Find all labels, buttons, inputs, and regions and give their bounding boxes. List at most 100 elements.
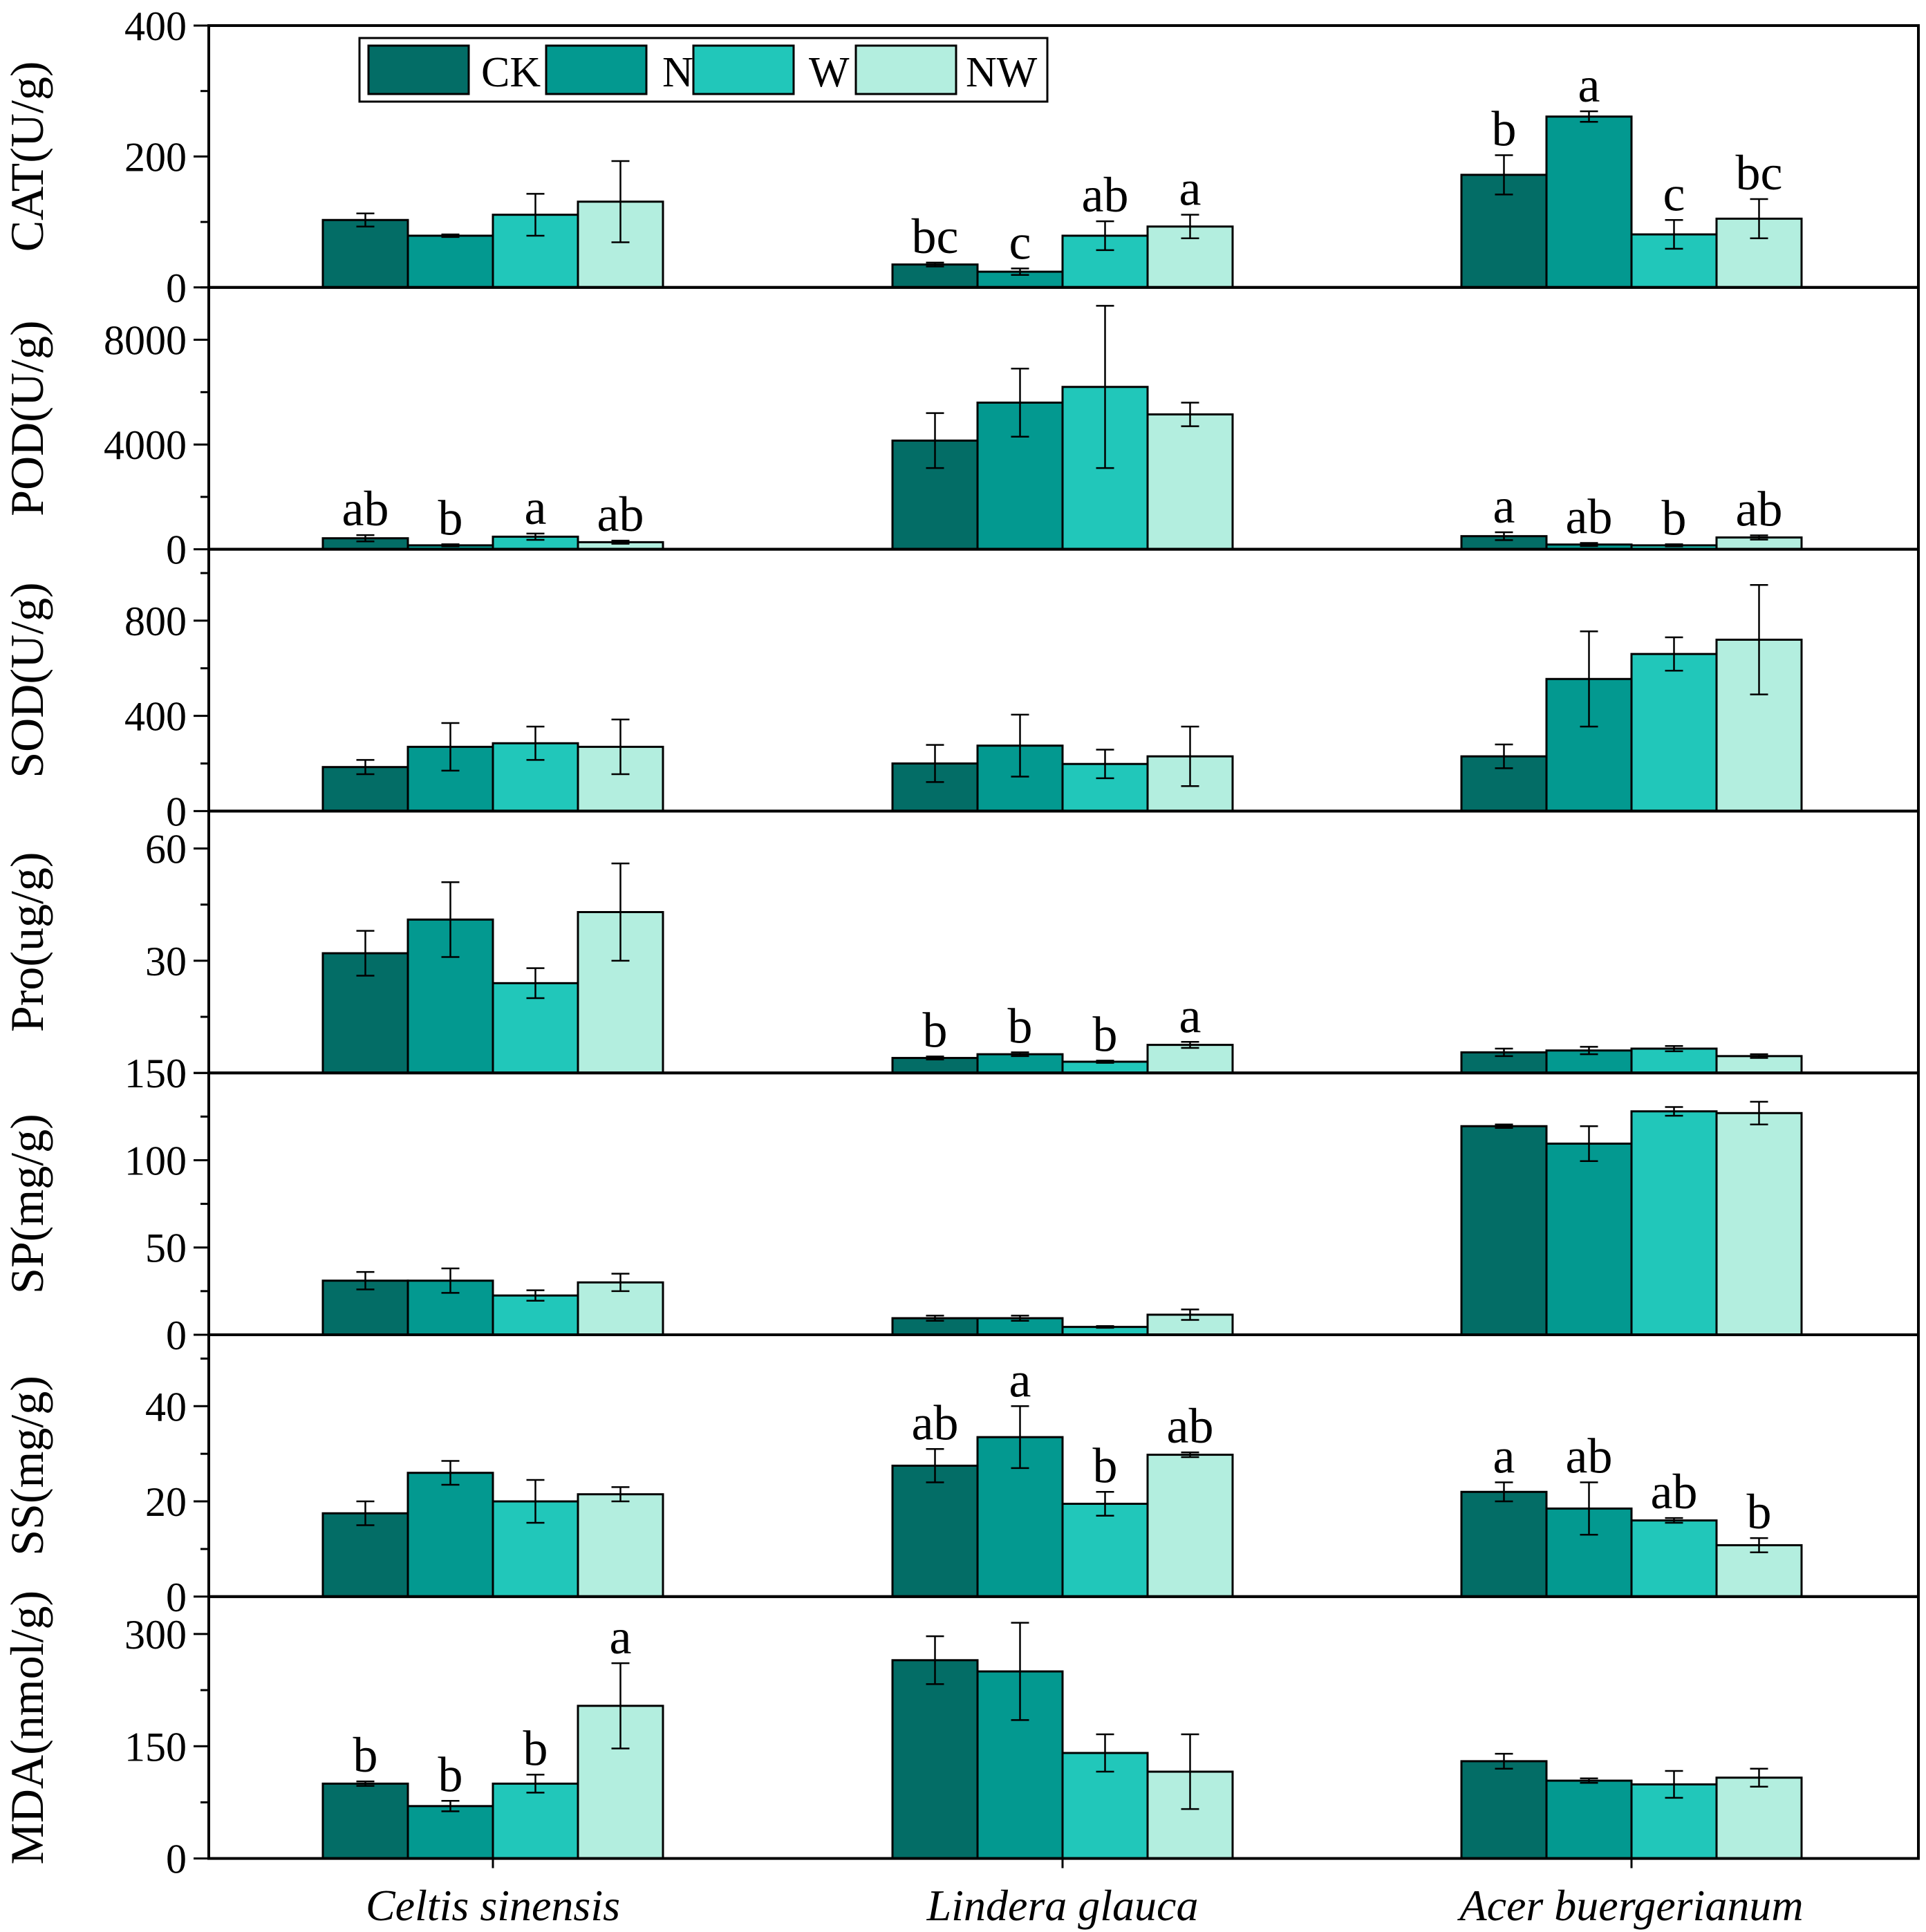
significance-letter: a — [1009, 1352, 1031, 1407]
significance-letter: a — [1578, 57, 1600, 113]
error-bar — [1495, 154, 1513, 196]
significance-letter: b — [1492, 102, 1517, 157]
bar-Pro(ug/g)-NW-1 — [1146, 1044, 1234, 1074]
error-bar — [611, 539, 630, 545]
error-bar — [1181, 1041, 1199, 1049]
legend-label-NW: NW — [966, 49, 1038, 96]
bar-SS(mg/g)-W-2 — [1630, 1519, 1718, 1598]
bar-POD(U/g)-NW-1 — [1146, 413, 1234, 551]
significance-letter: ab — [1566, 489, 1613, 545]
y-tick-label: 4000 — [104, 422, 187, 468]
significance-letter: ab — [912, 1395, 959, 1450]
y-tick-label: 0 — [166, 1837, 187, 1882]
y-tick-label: 40 — [145, 1384, 187, 1429]
error-bar — [1096, 220, 1114, 252]
bar-SS(mg/g)-CK-2 — [1460, 1490, 1548, 1598]
y-tick-label: 0 — [166, 527, 187, 573]
bar-MDA(nmol/g)-W-0 — [492, 1782, 579, 1860]
significance-letter: c — [1663, 166, 1685, 221]
error-bar — [1665, 219, 1683, 250]
error-bar — [1580, 1481, 1598, 1536]
legend-swatch-NW — [854, 44, 957, 95]
significance-letter: ab — [597, 487, 644, 542]
error-bar — [441, 881, 460, 958]
y-axis-label: SP(mg/g) — [1, 1114, 53, 1294]
error-bar — [356, 212, 375, 227]
y-tick-label: 0 — [166, 1313, 187, 1358]
error-bar — [611, 862, 630, 962]
error-bar — [356, 534, 375, 543]
error-bar — [441, 233, 460, 238]
bar-Pro(ug/g)-NW-0 — [577, 911, 664, 1074]
bar-CAT(U/g)-CK-1 — [891, 263, 979, 289]
error-bar — [526, 1479, 545, 1524]
error-bar — [1750, 584, 1768, 695]
bar-Pro(ug/g)-N-1 — [976, 1053, 1064, 1074]
panel-3: 0 400 800 SOD(U/g) — [1, 547, 1920, 834]
significance-letter: a — [1493, 478, 1515, 534]
error-bar — [611, 160, 630, 243]
legend-swatch-W — [692, 44, 795, 95]
x-category-label: Celtis sinensis — [366, 1881, 620, 1930]
error-bar — [1750, 1100, 1768, 1125]
error-bar — [441, 1267, 460, 1294]
error-bar — [1011, 1405, 1029, 1470]
error-bar — [1750, 1053, 1768, 1059]
y-tick-label: 0 — [166, 789, 187, 834]
bar-MDA(nmol/g)-CK-0 — [321, 1782, 409, 1860]
bar-SS(mg/g)-NW-2 — [1715, 1544, 1803, 1598]
error-bar — [526, 1774, 545, 1794]
error-bar — [611, 1486, 630, 1503]
error-bar — [1580, 1046, 1598, 1056]
error-bar — [611, 1662, 630, 1750]
bar-MDA(nmol/g)-CK-1 — [891, 1659, 979, 1860]
error-bar — [1495, 743, 1513, 769]
y-tick-label: 400 — [124, 694, 187, 740]
error-bar — [356, 759, 375, 776]
error-bar — [1495, 1752, 1513, 1770]
error-bar — [1665, 1106, 1683, 1117]
significance-letter: b — [1008, 998, 1033, 1053]
y-axis-label: Pro(ug/g) — [1, 852, 53, 1032]
error-bar — [1011, 1314, 1029, 1322]
error-bar — [926, 1056, 944, 1060]
bar-CAT(U/g)-N-0 — [406, 234, 494, 289]
error-bar — [441, 722, 460, 772]
y-tick-label: 150 — [124, 1051, 187, 1096]
significance-letter: b — [1662, 490, 1687, 545]
error-bar — [1495, 1123, 1513, 1129]
significance-letter: b — [923, 1002, 948, 1058]
y-tick-label: 400 — [124, 3, 187, 49]
error-bar — [1011, 1622, 1029, 1721]
error-bar — [1096, 305, 1114, 469]
significance-letter: a — [525, 480, 547, 535]
error-bar — [356, 930, 375, 977]
error-bar — [926, 1635, 944, 1685]
error-bar — [926, 412, 944, 469]
bar-SS(mg/g)-W-1 — [1061, 1502, 1149, 1598]
error-bar — [356, 1270, 375, 1291]
error-bar — [1011, 367, 1029, 438]
y-axis-label: SS(mg/g) — [1, 1376, 53, 1556]
error-bar — [526, 967, 545, 1000]
legend-label-N: N — [662, 49, 693, 96]
bar-SS(mg/g)-CK-1 — [891, 1464, 979, 1598]
error-bar — [441, 1460, 460, 1486]
error-bar — [1750, 1767, 1768, 1788]
y-axis-label: SOD(U/g) — [1, 582, 53, 778]
significance-letter: a — [1179, 988, 1202, 1043]
error-bar — [1495, 1481, 1513, 1503]
legend-label-W: W — [809, 49, 850, 96]
significance-letter: a — [1179, 161, 1202, 216]
y-axis-label: POD(U/g) — [1, 321, 53, 516]
significance-letter: ab — [1082, 167, 1129, 223]
x-category-label: Lindera glauca — [926, 1881, 1199, 1930]
significance-letter: bc — [912, 209, 959, 264]
error-bar — [1011, 268, 1029, 276]
bar-MDA(nmol/g)-CK-2 — [1460, 1760, 1548, 1860]
y-tick-label: 8000 — [104, 318, 187, 364]
bar-SS(mg/g)-NW-0 — [577, 1493, 664, 1598]
significance-letter: b — [1747, 1484, 1772, 1539]
